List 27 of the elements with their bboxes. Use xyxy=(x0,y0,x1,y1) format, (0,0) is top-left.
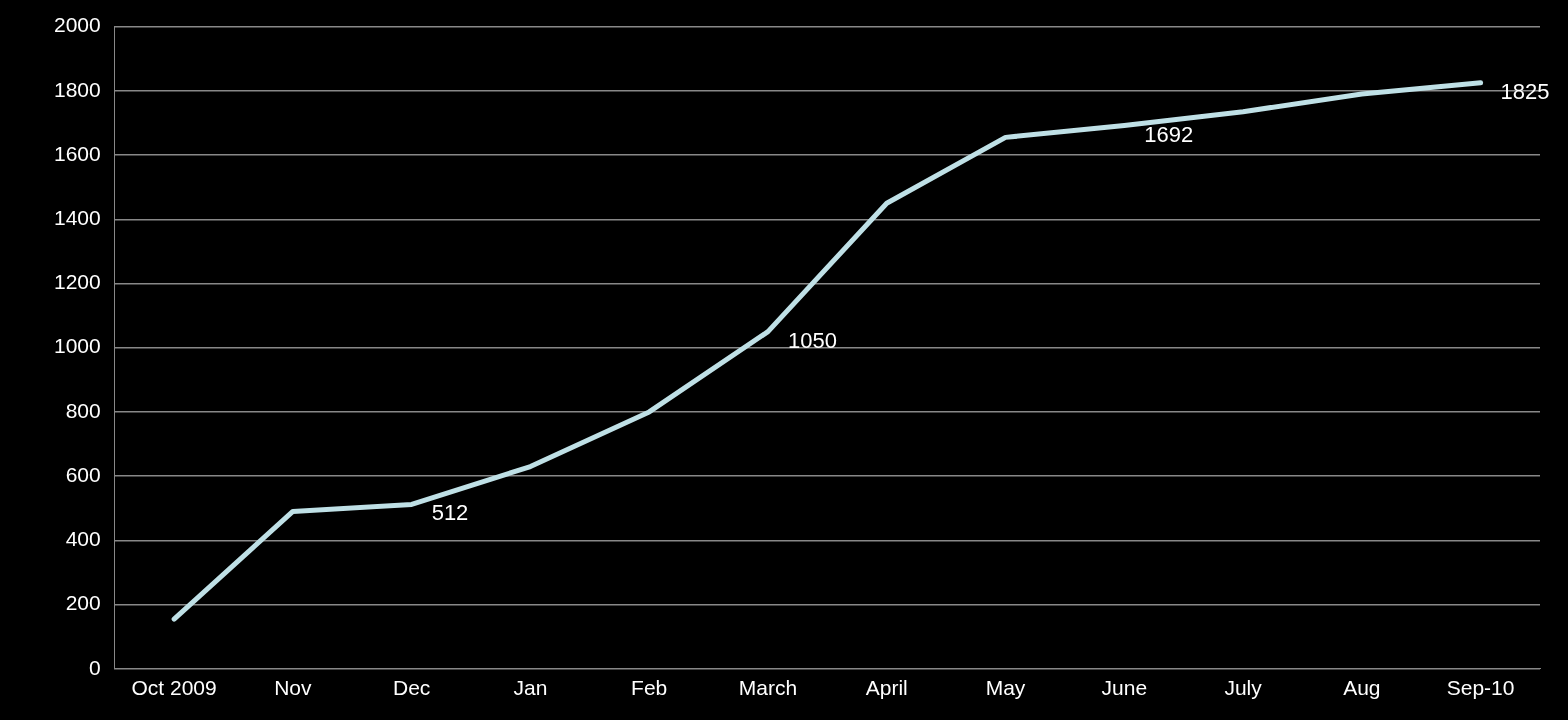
y-tick-label: 1800 xyxy=(54,77,101,101)
data-label: 512 xyxy=(431,500,469,526)
y-tick-label: 1200 xyxy=(54,270,101,294)
y-tick-label: 1000 xyxy=(54,334,101,358)
x-tick-label: Dec xyxy=(392,676,431,700)
x-tick-label: July xyxy=(1224,676,1263,700)
y-tick-label: 1600 xyxy=(54,141,101,165)
y-tick-label: 2000 xyxy=(54,13,101,37)
x-tick-label: Nov xyxy=(274,676,313,700)
x-tick-label: Feb xyxy=(631,676,668,700)
data-label: 1692 xyxy=(1144,121,1194,147)
x-tick-label: April xyxy=(865,676,908,700)
y-tick-label: 800 xyxy=(65,398,101,422)
data-label: 1825 xyxy=(1500,78,1550,104)
y-tick-label: 600 xyxy=(65,462,101,486)
y-tick-label: 0 xyxy=(89,655,101,679)
y-tick-label: 400 xyxy=(65,527,101,551)
x-tick-label: Aug xyxy=(1343,676,1381,700)
data-label: 1050 xyxy=(787,327,837,353)
x-tick-label: Sep-10 xyxy=(1446,676,1515,700)
x-tick-label: March xyxy=(738,676,798,700)
x-tick-label: June xyxy=(1101,676,1148,700)
x-tick-label: Jan xyxy=(513,676,548,700)
y-tick-label: 1400 xyxy=(54,206,101,230)
x-tick-label: May xyxy=(985,676,1026,700)
x-tick-label: Oct 2009 xyxy=(131,676,217,700)
y-tick-label: 200 xyxy=(65,591,101,615)
